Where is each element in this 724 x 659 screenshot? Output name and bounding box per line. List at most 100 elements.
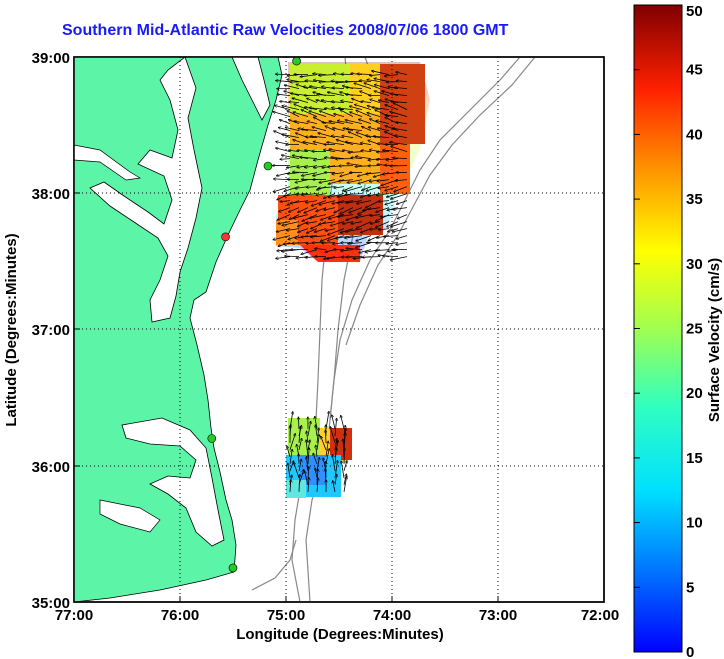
velocity-arrow — [289, 207, 300, 212]
velocity-arrow — [370, 75, 381, 76]
velocity-arrow — [332, 415, 336, 429]
velocity-arrow — [334, 114, 345, 118]
velocity-arrow — [351, 73, 363, 74]
velocity-arrow — [373, 172, 390, 177]
velocity-arrow — [316, 445, 317, 457]
velocity-arrow — [356, 214, 372, 218]
velocity-arrow — [393, 103, 408, 110]
velocity-arrow — [332, 88, 345, 89]
velocity-arrow — [393, 207, 408, 210]
velocity-arrow — [319, 111, 336, 118]
y-tick-4: 35:00 — [32, 595, 70, 612]
velocity-arrow — [307, 121, 318, 125]
velocity-arrow — [360, 143, 372, 146]
velocity-arrow — [362, 127, 372, 131]
velocity-arrow — [373, 136, 390, 137]
velocity-arrow — [346, 248, 363, 249]
velocity-arrow — [293, 214, 309, 219]
velocity-arrow — [324, 256, 336, 259]
velocity-arrow — [319, 221, 336, 225]
velocity-arrow — [364, 83, 381, 90]
velocity-arrow — [295, 179, 309, 183]
x-tick-2: 75:00 — [267, 607, 305, 624]
velocity-arrow — [375, 221, 390, 228]
velocity-arrow — [314, 228, 327, 233]
velocity-arrow — [302, 194, 318, 195]
colorbar-tick-9: 5 — [686, 579, 694, 596]
velocity-arrow — [391, 146, 408, 153]
velocity-arrow — [357, 200, 372, 204]
velocity-arrow — [346, 200, 363, 203]
velocity-arrow — [328, 179, 345, 184]
y-tick-2: 37:00 — [32, 322, 70, 339]
velocity-arrow — [308, 467, 309, 478]
velocity-arrow — [312, 127, 327, 132]
velocity-arrow — [289, 102, 300, 103]
velocity-arrow — [278, 127, 291, 132]
velocity-arrow — [305, 471, 309, 485]
y-tick-3: 36:00 — [32, 459, 70, 476]
velocity-arrow — [391, 221, 408, 227]
delaware-bay — [231, 57, 271, 121]
colorbar-tick-6: 20 — [686, 385, 703, 402]
radar-stations — [207, 56, 301, 573]
velocity-arrow — [307, 228, 318, 234]
velocity-arrow — [299, 427, 300, 443]
velocity-arrow — [329, 121, 345, 125]
station-1 — [263, 161, 273, 171]
velocity-arrow — [374, 91, 390, 97]
velocity-arrow — [341, 250, 354, 251]
velocity-arrow — [396, 200, 408, 205]
velocity-arrow — [328, 193, 345, 198]
velocity-arrow — [346, 214, 363, 221]
velocity-arrow — [277, 214, 291, 220]
velocity-arrow — [343, 476, 347, 492]
velocity-arrow — [367, 113, 381, 118]
velocity-arrow — [345, 142, 363, 146]
x-tick-3: 74:00 — [373, 607, 411, 624]
velocity-arrow — [278, 221, 291, 224]
velocity-arrow — [342, 136, 354, 139]
velocity-arrow — [319, 179, 336, 183]
velocity-arrow — [397, 214, 408, 219]
velocity-arrow — [380, 214, 399, 217]
velocity-arrow — [282, 106, 300, 111]
velocity-arrow — [362, 186, 372, 191]
velocity-arrow — [370, 215, 381, 216]
velocity-arrow — [366, 173, 381, 174]
velocity-arrow — [385, 186, 399, 191]
velocity-arrow — [318, 186, 336, 189]
velocity-arrow — [375, 250, 390, 251]
velocity-arrow — [321, 436, 327, 451]
velocity-arrow — [306, 200, 318, 203]
velocity-arrow — [349, 106, 363, 111]
x-tick-1: 76:00 — [161, 607, 199, 624]
velocity-arrow — [354, 83, 372, 90]
x-axis-label: Longitude (Degrees:Minutes) — [236, 626, 444, 643]
velocity-arrow — [334, 418, 337, 436]
velocity-arrow — [315, 425, 318, 436]
velocity-arrow — [383, 256, 399, 257]
velocity-arrow — [393, 158, 408, 159]
velocity-vectors — [272, 71, 408, 492]
velocity-arrow — [391, 193, 408, 199]
velocity-arrow — [306, 221, 318, 224]
velocity-arrow — [337, 214, 354, 217]
velocity-arrow — [383, 150, 399, 153]
velocity-arrow — [310, 136, 327, 137]
velocity-arrow — [325, 441, 328, 457]
velocity-arrow — [396, 235, 408, 239]
velocity-arrow — [327, 92, 345, 97]
velocity-arrow — [367, 80, 381, 83]
velocity-arrow — [346, 87, 363, 88]
velocity-arrow — [387, 221, 399, 227]
velocity-arrow — [273, 186, 291, 192]
velocity-arrow — [376, 121, 390, 125]
velocity-arrow — [392, 228, 408, 232]
velocity-arrow — [389, 142, 408, 146]
velocity-arrow — [394, 186, 408, 192]
velocity-arrow — [309, 111, 327, 118]
velocity-arrow — [340, 207, 354, 215]
velocity-arrow — [396, 72, 408, 76]
